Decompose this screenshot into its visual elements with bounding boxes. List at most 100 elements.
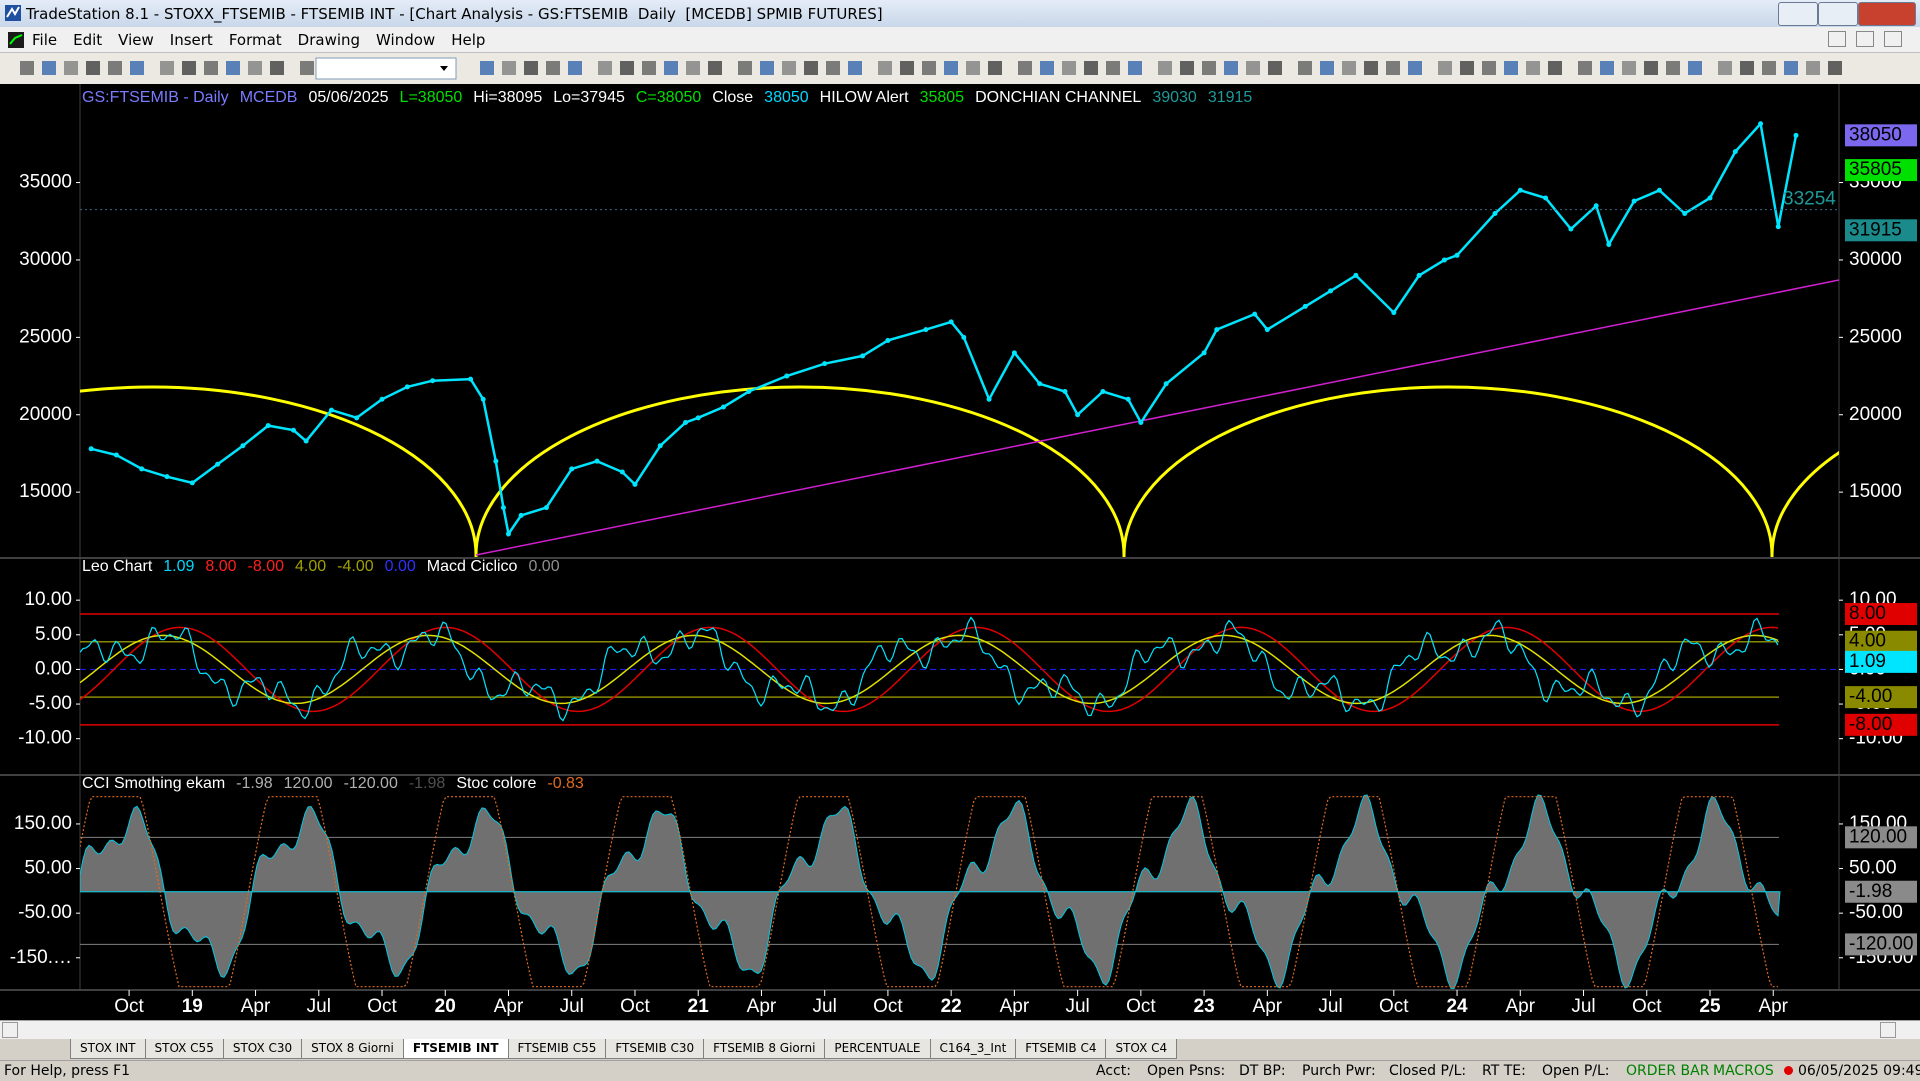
- toolbar-button[interactable]: [708, 61, 722, 75]
- toolbar-button[interactable]: [1180, 61, 1194, 75]
- sheet-tab[interactable]: FTSEMIB INT: [402, 1039, 509, 1059]
- toolbar-button[interactable]: [1268, 61, 1282, 75]
- toolbar-button[interactable]: [204, 61, 218, 75]
- toolbar-button[interactable]: [760, 61, 774, 75]
- toolbar-button[interactable]: [182, 61, 196, 75]
- toolbar-button[interactable]: [1084, 61, 1098, 75]
- toolbar-button[interactable]: [1622, 61, 1636, 75]
- mdi-restore[interactable]: [1856, 31, 1874, 47]
- toolbar-button[interactable]: [1364, 61, 1378, 75]
- toolbar-button[interactable]: [738, 61, 752, 75]
- toolbar-button[interactable]: [1342, 61, 1356, 75]
- scroll-left[interactable]: [2, 1022, 18, 1038]
- toolbar-button[interactable]: [1806, 61, 1820, 75]
- menu-item[interactable]: File: [32, 31, 58, 49]
- toolbar-button[interactable]: [546, 61, 560, 75]
- toolbar-button[interactable]: [1202, 61, 1216, 75]
- toolbar-button[interactable]: [1062, 61, 1076, 75]
- toolbar-button[interactable]: [598, 61, 612, 75]
- toolbar-button[interactable]: [300, 61, 314, 75]
- symbol-combo[interactable]: [315, 57, 457, 80]
- toolbar-button[interactable]: [988, 61, 1002, 75]
- sheet-tab[interactable]: STOX C4: [1105, 1039, 1178, 1059]
- toolbar-button[interactable]: [42, 61, 56, 75]
- toolbar-button[interactable]: [1784, 61, 1798, 75]
- toolbar-button[interactable]: [1548, 61, 1562, 75]
- toolbar-button[interactable]: [130, 61, 144, 75]
- toolbar-button[interactable]: [1298, 61, 1312, 75]
- sheet-tab[interactable]: STOX 8 Giorni: [301, 1039, 404, 1059]
- toolbar-button[interactable]: [1438, 61, 1452, 75]
- toolbar-button[interactable]: [248, 61, 262, 75]
- maximize-button[interactable]: [1818, 2, 1858, 26]
- scroll-thumb[interactable]: [1880, 1022, 1896, 1038]
- menu-item[interactable]: Window: [376, 31, 436, 49]
- toolbar-button[interactable]: [642, 61, 656, 75]
- toolbar-button[interactable]: [1644, 61, 1658, 75]
- toolbar-button[interactable]: [226, 61, 240, 75]
- toolbar-button[interactable]: [1158, 61, 1172, 75]
- toolbar-button[interactable]: [480, 61, 494, 75]
- toolbar-button[interactable]: [568, 61, 582, 75]
- toolbar-button[interactable]: [502, 61, 516, 75]
- toolbar-button[interactable]: [1666, 61, 1680, 75]
- toolbar-button[interactable]: [1224, 61, 1238, 75]
- toolbar-button[interactable]: [1386, 61, 1400, 75]
- mdi-minimize[interactable]: [1828, 31, 1846, 47]
- toolbar-button[interactable]: [826, 61, 840, 75]
- toolbar-button[interactable]: [1128, 61, 1142, 75]
- toolbar-button[interactable]: [1018, 61, 1032, 75]
- toolbar-button[interactable]: [686, 61, 700, 75]
- toolbar-button[interactable]: [160, 61, 174, 75]
- sheet-tab[interactable]: FTSEMIB C4: [1015, 1039, 1107, 1059]
- toolbar-button[interactable]: [966, 61, 980, 75]
- mdi-close[interactable]: [1884, 31, 1902, 47]
- toolbar-button[interactable]: [848, 61, 862, 75]
- toolbar-button[interactable]: [782, 61, 796, 75]
- toolbar-button[interactable]: [1762, 61, 1776, 75]
- sheet-tab[interactable]: STOX INT: [70, 1039, 146, 1059]
- sheet-tab[interactable]: PERCENTUALE: [824, 1039, 931, 1059]
- menu-item[interactable]: Help: [451, 31, 486, 49]
- toolbar-button[interactable]: [1526, 61, 1540, 75]
- order-bar[interactable]: ORDER BAR: [1626, 1063, 1710, 1079]
- toolbar-button[interactable]: [1688, 61, 1702, 75]
- toolbar-button[interactable]: [664, 61, 678, 75]
- toolbar-button[interactable]: [1504, 61, 1518, 75]
- menu-item[interactable]: Drawing: [297, 31, 361, 49]
- toolbar-button[interactable]: [922, 61, 936, 75]
- toolbar-button[interactable]: [1740, 61, 1754, 75]
- minimize-button[interactable]: [1778, 2, 1818, 26]
- toolbar-button[interactable]: [620, 61, 634, 75]
- toolbar-button[interactable]: [270, 61, 284, 75]
- menu-item[interactable]: View: [118, 31, 154, 49]
- toolbar-button[interactable]: [944, 61, 958, 75]
- toolbar-button[interactable]: [64, 61, 78, 75]
- toolbar-button[interactable]: [1040, 61, 1054, 75]
- toolbar-button[interactable]: [20, 61, 34, 75]
- toolbar-button[interactable]: [1482, 61, 1496, 75]
- sheet-tab[interactable]: C164_3_Int: [929, 1039, 1017, 1059]
- toolbar-button[interactable]: [1320, 61, 1334, 75]
- close-button[interactable]: [1858, 2, 1916, 26]
- toolbar-button[interactable]: [878, 61, 892, 75]
- sheet-tab[interactable]: FTSEMIB C55: [507, 1039, 607, 1059]
- toolbar-button[interactable]: [86, 61, 100, 75]
- sheet-tab[interactable]: STOX C55: [144, 1039, 224, 1059]
- sheet-tab[interactable]: STOX C30: [222, 1039, 303, 1059]
- sheet-tab[interactable]: FTSEMIB 8 Giorni: [703, 1039, 826, 1059]
- toolbar-button[interactable]: [1106, 61, 1120, 75]
- sheet-tab[interactable]: FTSEMIB C30: [605, 1039, 705, 1059]
- toolbar-button[interactable]: [1460, 61, 1474, 75]
- macros[interactable]: MACROS: [1713, 1063, 1774, 1079]
- toolbar-button[interactable]: [1718, 61, 1732, 75]
- toolbar-button[interactable]: [900, 61, 914, 75]
- menu-item[interactable]: Format: [228, 31, 282, 49]
- toolbar-button[interactable]: [1828, 61, 1842, 75]
- toolbar-button[interactable]: [804, 61, 818, 75]
- toolbar-button[interactable]: [1246, 61, 1260, 75]
- scrollbar[interactable]: [0, 1020, 1920, 1039]
- toolbar-button[interactable]: [108, 61, 122, 75]
- toolbar-button[interactable]: [1408, 61, 1422, 75]
- menu-item[interactable]: Insert: [169, 31, 213, 49]
